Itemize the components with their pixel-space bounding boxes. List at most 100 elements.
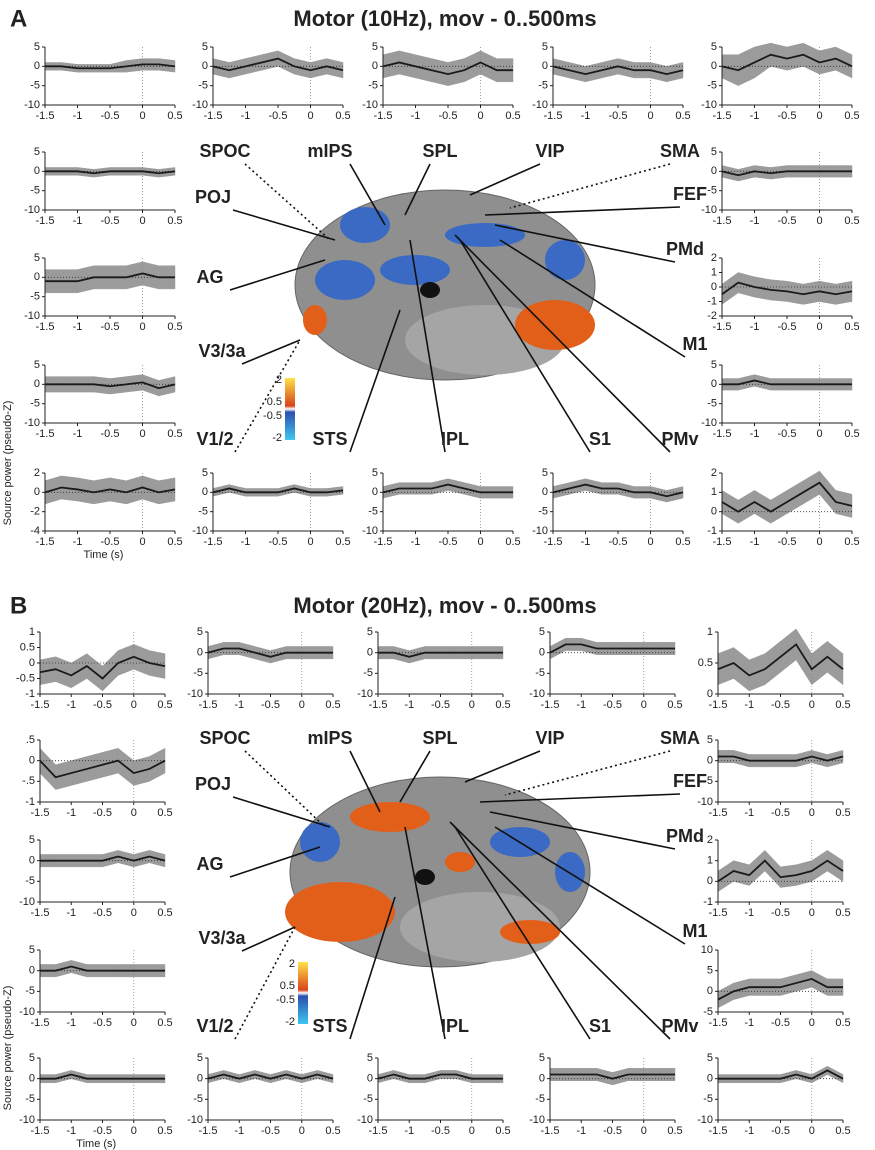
region-label: FEF <box>673 771 707 791</box>
x-tick-label: -1 <box>744 907 754 919</box>
colorbar <box>285 378 295 440</box>
x-tick-label: -1.5 <box>374 110 393 122</box>
region-label: IPL <box>441 429 469 449</box>
y-tick-label: 5 <box>539 626 545 638</box>
x-tick-label: -0.5 <box>771 1125 790 1137</box>
small-chart: 5 0 -5 -10-1.5 -1 -0.5 0 0.5 <box>187 626 341 711</box>
x-tick-label: -1.5 <box>709 1017 728 1029</box>
panel-letter: A <box>10 5 27 32</box>
data-line <box>721 53 853 72</box>
connector <box>399 750 431 803</box>
x-tick-label: 0.5 <box>157 1125 172 1137</box>
y-tick-label: 1 <box>707 855 713 867</box>
y-tick-label: -5 <box>198 80 208 92</box>
connector <box>349 750 381 813</box>
x-tick-label: 0.5 <box>325 699 340 711</box>
x-tick-label: -1 <box>750 428 760 440</box>
connector <box>349 309 401 453</box>
sulcus <box>415 869 435 885</box>
x-tick-label: -0.5 <box>609 110 628 122</box>
connector <box>454 234 671 453</box>
small-chart: 5 0 -5 -10-1.5 -1 -0.5 0 0.5 <box>24 252 183 333</box>
x-tick-label: 0.5 <box>167 428 182 440</box>
y-tick-label: 5 <box>197 626 203 638</box>
data-line <box>45 170 176 175</box>
x-tick-label: -1 <box>750 215 760 227</box>
data-line <box>718 1069 844 1080</box>
y-tick-label: 0 <box>711 281 717 293</box>
x-tick-label: -0.5 <box>603 699 622 711</box>
y-tick-label: -5 <box>25 1093 35 1105</box>
y-tick-label: -10 <box>24 99 40 111</box>
connector <box>459 239 591 453</box>
y-tick-label: 0 <box>711 378 717 390</box>
x-tick-label: -1.5 <box>36 215 55 227</box>
y-tick-label: 5 <box>711 146 717 158</box>
x-tick-label: 0.5 <box>157 699 172 711</box>
y-tick-label: 1 <box>707 626 713 638</box>
panel-title: Motor (20Hz), mov - 0..500ms <box>293 593 596 618</box>
x-tick-label: 0.5 <box>167 321 182 333</box>
x-tick-label: -0.5 <box>603 1125 622 1137</box>
y-tick-label: -5 <box>703 775 713 787</box>
data-line <box>40 965 165 972</box>
sulcus <box>420 282 440 298</box>
connector <box>244 163 331 241</box>
data-line <box>39 655 166 680</box>
data-line <box>44 486 176 494</box>
connector <box>499 239 686 358</box>
y-axis-label: Source power (pseudo-Z) <box>2 986 14 1111</box>
x-tick-label: 0.5 <box>835 807 850 819</box>
x-tick-label: -1 <box>581 536 591 548</box>
connector <box>234 926 296 1040</box>
data-line <box>552 65 684 75</box>
x-tick-label: -0.5 <box>439 536 458 548</box>
connector <box>479 793 681 803</box>
y-tick-label: 1 <box>29 626 35 638</box>
y-tick-label: 1 <box>711 486 717 498</box>
x-tick-label: 0.5 <box>157 807 172 819</box>
y-tick-label: 0 <box>34 378 40 390</box>
y-tick-label: 5 <box>542 467 548 479</box>
y-tick-label: 0 <box>707 755 713 767</box>
y-tick-label: -10 <box>532 525 548 537</box>
y-tick-label: -10 <box>701 99 717 111</box>
x-tick-label: -0.5 <box>101 321 120 333</box>
x-tick-label: 0 <box>139 110 145 122</box>
y-tick-label: 5 <box>34 41 40 53</box>
y-tick-label: -0.5 <box>16 672 35 684</box>
data-line <box>207 647 333 658</box>
y-tick-label: 0 <box>29 755 35 767</box>
region-label: POJ <box>195 187 231 207</box>
region-label: V3/3a <box>198 341 246 361</box>
y-tick-label: -5 <box>535 667 545 679</box>
y-tick-label: -10 <box>362 99 378 111</box>
x-tick-label: 0 <box>131 699 137 711</box>
y-tick-label: -5 <box>198 506 208 518</box>
connector <box>449 821 671 1040</box>
small-chart: 5 0 -5 -10-1.5 -1 -0.5 0 0.5 <box>701 146 860 227</box>
x-tick-label: -1.5 <box>36 428 55 440</box>
x-tick-label: -1 <box>234 1125 244 1137</box>
connector <box>349 163 386 226</box>
activation-patch <box>350 802 430 832</box>
x-tick-label: 0 <box>131 1017 137 1029</box>
y-tick-label: 5 <box>542 41 548 53</box>
y-tick-label: -5 <box>707 185 717 197</box>
y-tick-label: -10 <box>529 1114 545 1126</box>
x-tick-label: -1.5 <box>204 536 223 548</box>
data-line <box>212 487 344 494</box>
region-label: V3/3a <box>198 928 246 948</box>
y-tick-label: -5 <box>25 985 35 997</box>
region-label: mIPS <box>307 141 352 161</box>
x-tick-label: -1.5 <box>541 699 560 711</box>
x-tick-label: 0 <box>307 110 313 122</box>
small-chart: 5 0 -5 -10-1.5 -1 -0.5 0 0.5 <box>697 1052 851 1137</box>
x-tick-label: -0.5 <box>778 321 797 333</box>
x-tick-label: 0 <box>816 110 822 122</box>
y-tick-label: 0 <box>29 965 35 977</box>
x-tick-label: 0 <box>139 428 145 440</box>
y-tick-label: -10 <box>362 525 378 537</box>
x-tick-label: -1 <box>66 907 76 919</box>
y-tick-label: 2 <box>711 252 717 264</box>
